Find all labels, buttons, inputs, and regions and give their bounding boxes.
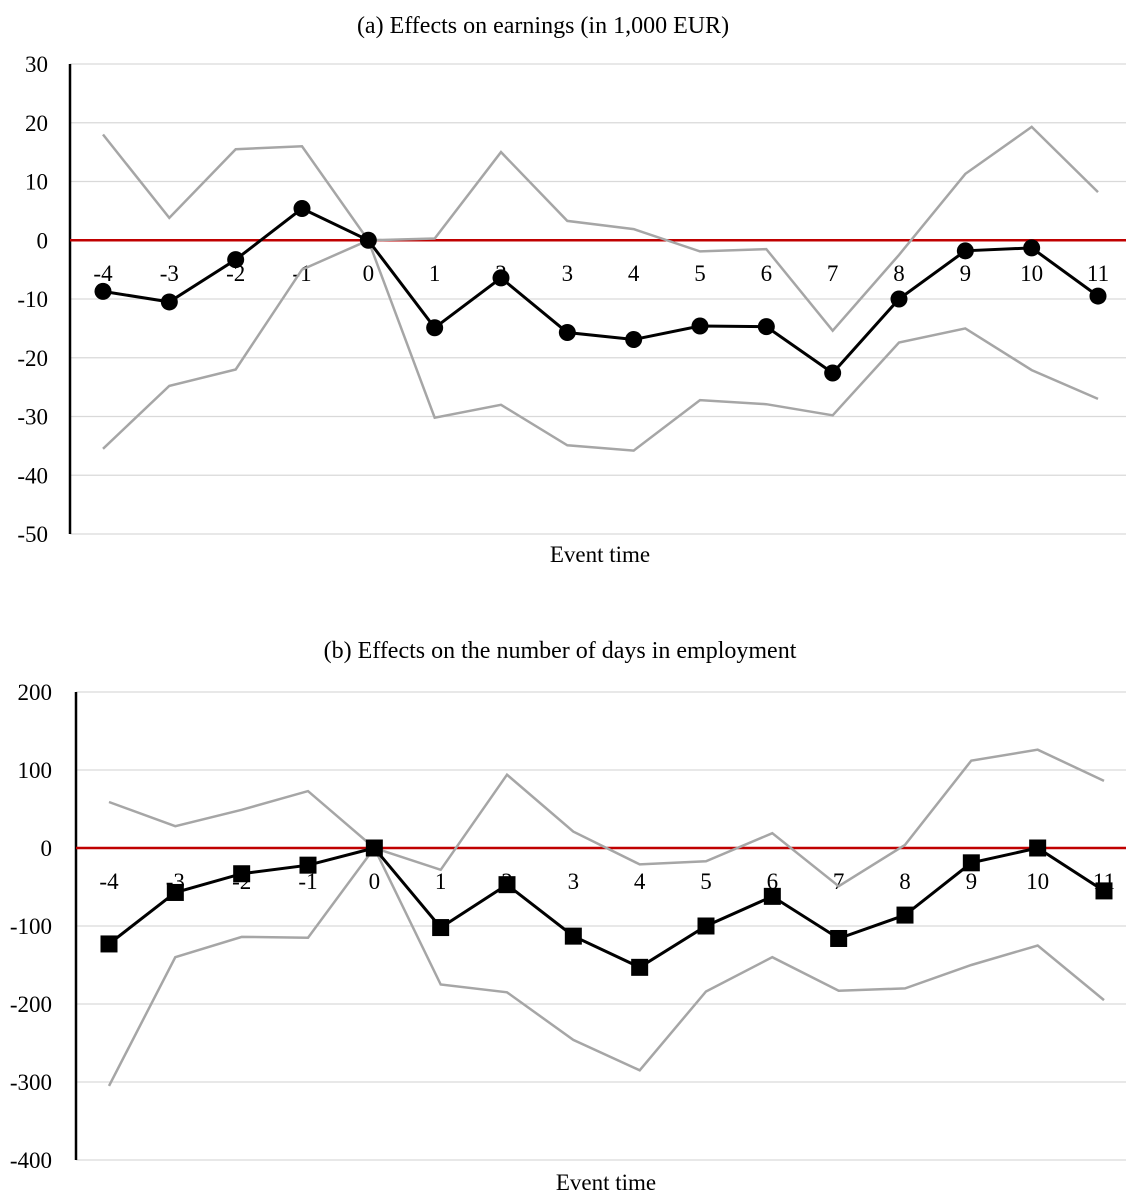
x-tick-label: 0 — [363, 261, 375, 286]
data-point — [359, 231, 377, 249]
y-tick-label: 30 — [25, 52, 48, 77]
data-point — [631, 958, 649, 976]
data-point — [227, 251, 245, 269]
data-point — [166, 883, 184, 901]
y-tick-label: -200 — [10, 992, 52, 1017]
series-line-lower — [102, 238, 1099, 452]
x-tick-label: 5 — [700, 869, 712, 894]
x-tick-label: 5 — [694, 261, 706, 286]
data-point — [94, 282, 112, 300]
data-point — [160, 293, 178, 311]
x-tick-label: 7 — [833, 869, 845, 894]
x-tick-label: 1 — [435, 869, 447, 894]
x-tick-label: -1 — [292, 261, 311, 286]
x-tick-label: 8 — [893, 261, 905, 286]
x-tick-label: 4 — [628, 261, 640, 286]
x-tick-label: 10 — [1026, 869, 1049, 894]
y-tick-label: 10 — [25, 170, 48, 195]
x-tick-label: -4 — [99, 869, 119, 894]
data-point — [426, 319, 444, 337]
series-line-upper — [102, 125, 1099, 333]
y-tick-label: -400 — [10, 1148, 52, 1173]
data-point — [956, 242, 974, 260]
data-point — [233, 865, 251, 883]
x-axis-label: Event time — [550, 542, 650, 567]
data-point — [365, 839, 383, 857]
data-point — [564, 927, 582, 945]
y-tick-label: -30 — [17, 405, 48, 430]
x-tick-label: 0 — [369, 869, 381, 894]
y-tick-label: -50 — [17, 522, 48, 547]
data-point — [432, 919, 450, 937]
data-point — [293, 200, 311, 218]
x-tick-label: -4 — [93, 261, 113, 286]
x-tick-label: 6 — [761, 261, 773, 286]
x-tick-label: 8 — [899, 869, 911, 894]
x-tick-label: 3 — [562, 261, 574, 286]
y-tick-label: 20 — [25, 111, 48, 136]
data-point — [299, 856, 317, 874]
x-tick-label: -3 — [160, 261, 179, 286]
x-tick-label: 1 — [429, 261, 441, 286]
y-tick-label: -10 — [17, 287, 48, 312]
data-point — [498, 876, 516, 894]
data-point — [1029, 839, 1047, 857]
data-point — [1089, 287, 1107, 305]
x-tick-label: 6 — [767, 869, 779, 894]
x-axis-label: Event time — [556, 1170, 656, 1195]
x-tick-label: -2 — [226, 261, 245, 286]
y-tick-label: 100 — [18, 758, 53, 783]
chart-panel-a: (a) Effects on earnings (in 1,000 EUR)30… — [17, 13, 1126, 567]
data-point — [1095, 882, 1113, 900]
data-point — [962, 854, 980, 872]
series-line-estimate — [102, 206, 1099, 375]
data-point — [492, 269, 510, 287]
data-point — [100, 935, 118, 953]
series-line-estimate — [108, 846, 1105, 970]
series-line-upper — [108, 748, 1105, 888]
data-point — [890, 290, 908, 308]
x-tick-label: -1 — [298, 869, 317, 894]
data-point — [1023, 239, 1041, 257]
y-tick-label: -20 — [17, 346, 48, 371]
data-point — [763, 887, 781, 905]
y-tick-label: 200 — [18, 680, 53, 705]
data-point — [625, 331, 643, 349]
y-tick-label: -100 — [10, 914, 52, 939]
data-point — [896, 906, 914, 924]
series-line-lower — [107, 845, 1105, 1087]
x-tick-label: 3 — [568, 869, 580, 894]
chart-title: (a) Effects on earnings (in 1,000 EUR) — [357, 13, 729, 39]
y-tick-label: -300 — [10, 1070, 52, 1095]
y-tick-label: 0 — [41, 836, 53, 861]
data-point — [757, 318, 775, 336]
y-tick-label: -40 — [17, 463, 48, 488]
data-point — [697, 917, 715, 935]
x-tick-label: 7 — [827, 261, 839, 286]
x-tick-label: 10 — [1020, 261, 1043, 286]
data-point — [824, 364, 842, 382]
data-point — [558, 323, 576, 341]
data-point — [691, 317, 709, 335]
x-tick-label: 11 — [1087, 261, 1109, 286]
y-tick-label: 0 — [37, 228, 49, 253]
x-tick-label: 9 — [960, 261, 972, 286]
x-tick-label: 9 — [966, 869, 978, 894]
x-tick-label: 4 — [634, 869, 646, 894]
chart-panel-b: (b) Effects on the number of days in emp… — [10, 638, 1126, 1195]
chart-title: (b) Effects on the number of days in emp… — [324, 638, 797, 664]
data-point — [830, 929, 848, 947]
